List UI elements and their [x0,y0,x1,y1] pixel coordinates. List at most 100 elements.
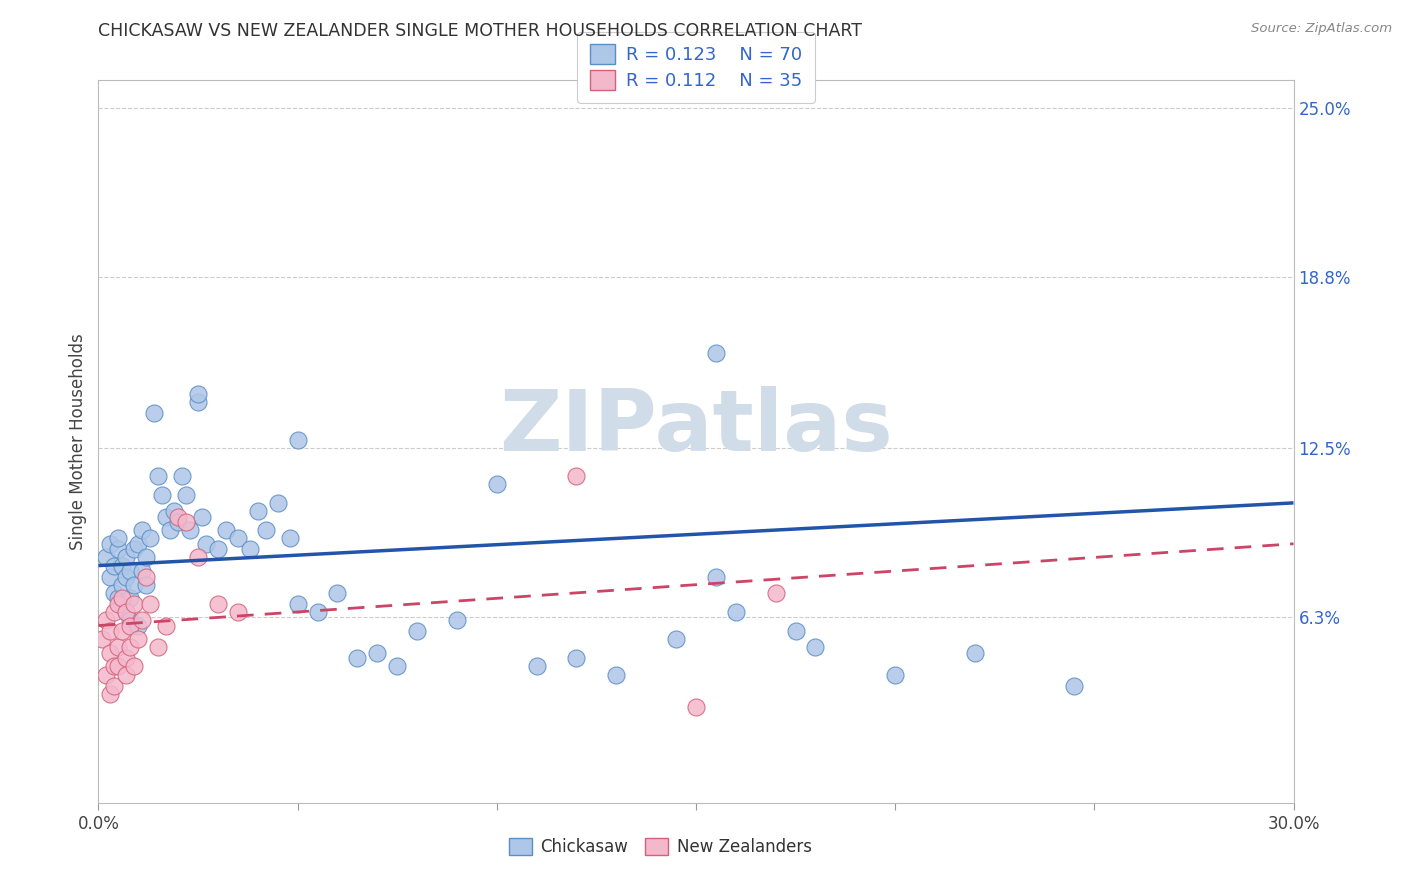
Point [103,679,125,693]
Point [103,558,125,573]
Point [526,659,548,673]
Point [239,542,262,557]
Point [115,605,138,619]
Point [120,591,142,606]
Point [785,624,807,638]
Point [179,523,201,537]
Point [98,569,122,583]
Point [120,640,142,655]
Point [103,605,125,619]
Point [107,542,129,557]
Point [167,515,190,529]
Point [704,346,727,360]
Point [155,509,177,524]
Point [605,667,627,681]
Point [98,646,122,660]
Point [150,488,173,502]
Point [326,586,349,600]
Point [96,613,118,627]
Point [685,700,707,714]
Point [107,659,129,673]
Point [103,659,125,673]
Point [704,569,727,583]
Point [1063,679,1085,693]
Point [278,532,301,546]
Legend: Chickasaw, New Zealanders: Chickasaw, New Zealanders [502,831,818,863]
Point [139,597,162,611]
Point [111,558,134,573]
Point [287,433,309,447]
Point [254,523,277,537]
Point [174,515,197,529]
Point [98,624,122,638]
Point [565,651,588,665]
Point [131,613,153,627]
Point [143,406,166,420]
Point [124,542,146,557]
Point [96,550,118,565]
Point [159,523,181,537]
Point [385,659,409,673]
Point [226,605,249,619]
Point [91,632,114,647]
Point [96,667,118,681]
Text: Source: ZipAtlas.com: Source: ZipAtlas.com [1251,22,1392,36]
Text: CHICKASAW VS NEW ZEALANDER SINGLE MOTHER HOUSEHOLDS CORRELATION CHART: CHICKASAW VS NEW ZEALANDER SINGLE MOTHER… [98,22,862,40]
Point [804,640,827,655]
Point [287,597,309,611]
Point [120,618,142,632]
Point [127,537,149,551]
Point [124,577,146,591]
Point [446,613,468,627]
Point [246,504,269,518]
Point [127,632,149,647]
Point [139,532,162,546]
Point [346,651,368,665]
Y-axis label: Single Mother Households: Single Mother Households [69,334,87,549]
Point [187,550,209,565]
Point [115,651,138,665]
Point [135,577,157,591]
Point [765,586,787,600]
Point [115,569,138,583]
Point [485,476,508,491]
Point [163,504,186,518]
Point [565,468,588,483]
Point [115,667,138,681]
Point [107,640,129,655]
Point [103,586,125,600]
Point [107,591,129,606]
Point [187,395,209,409]
Point [884,667,907,681]
Point [111,624,134,638]
Point [120,613,142,627]
Point [131,523,153,537]
Point [115,605,138,619]
Point [148,640,170,655]
Point [135,550,157,565]
Point [124,597,146,611]
Point [207,597,229,611]
Point [195,537,218,551]
Point [191,509,214,524]
Point [172,468,194,483]
Point [127,618,149,632]
Point [107,532,129,546]
Point [107,597,129,611]
Point [98,687,122,701]
Point [148,468,170,483]
Point [98,537,122,551]
Point [135,569,157,583]
Point [155,618,177,632]
Point [131,564,153,578]
Point [226,532,249,546]
Point [120,564,142,578]
Point [665,632,688,647]
Point [215,523,238,537]
Point [267,496,290,510]
Point [207,542,229,557]
Point [111,591,134,606]
Point [406,624,429,638]
Point [115,550,138,565]
Point [174,488,197,502]
